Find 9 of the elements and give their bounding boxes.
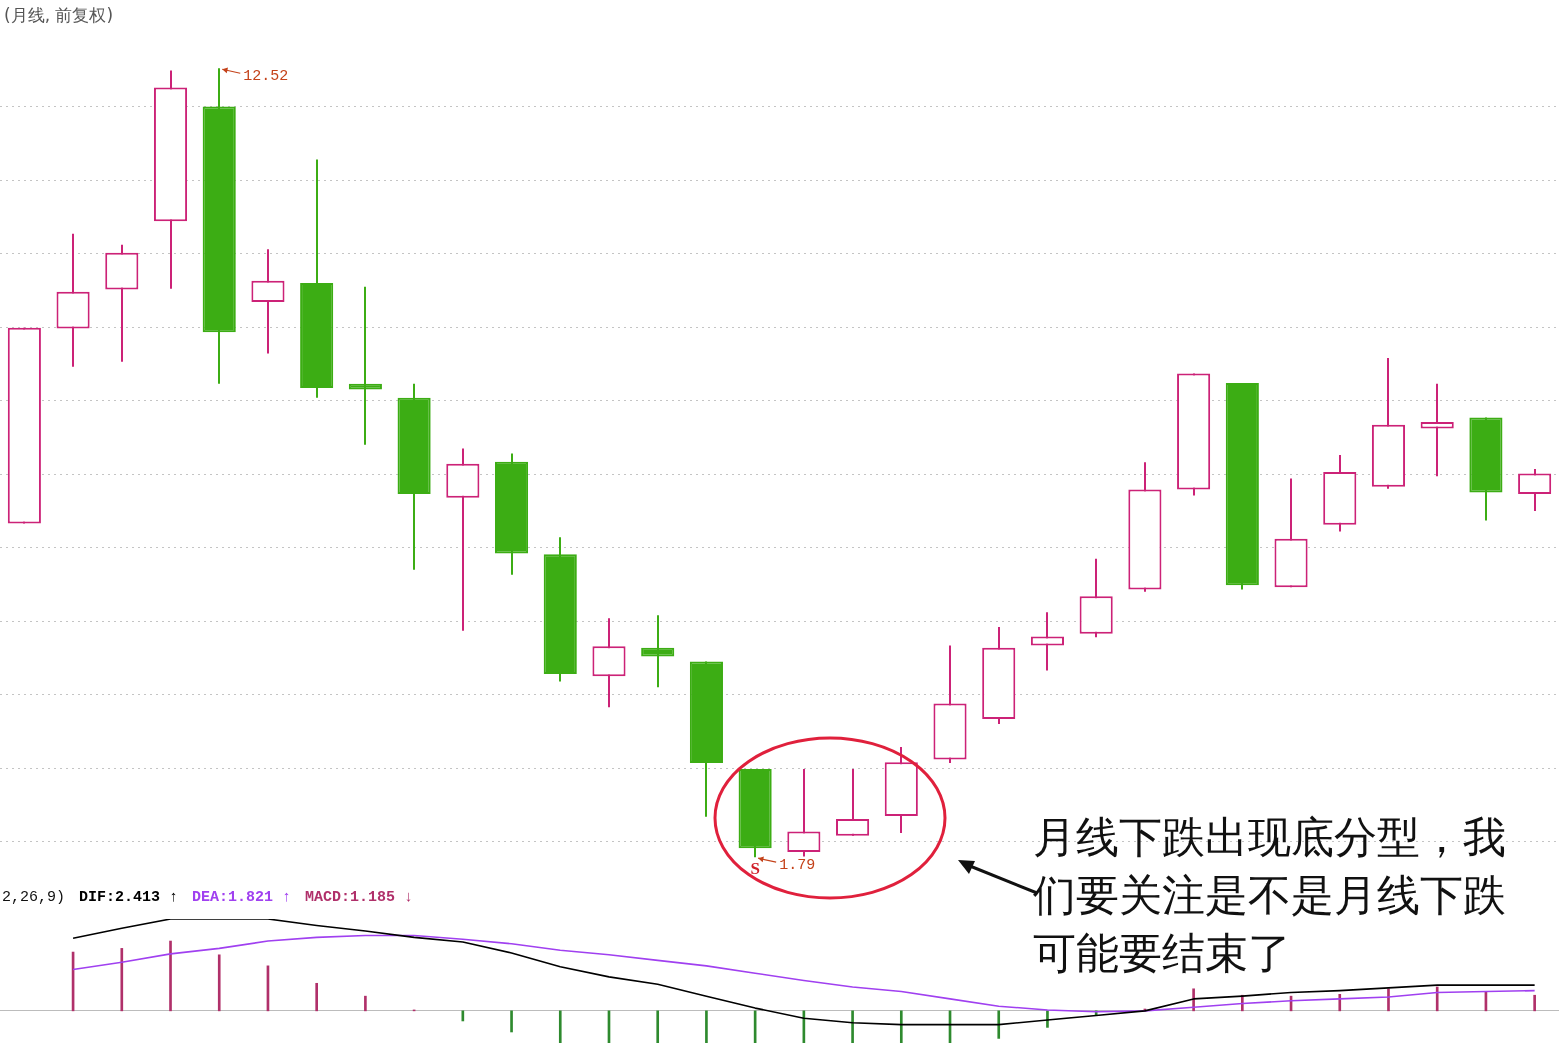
annotation: 月线下跌出现底分型，我们要关注是不是月线下跌可能要结束了 [1033, 811, 1507, 980]
chart-title: (月线, 前复权) [4, 4, 114, 27]
legend-title: 2,26,9) [2, 888, 66, 906]
text: MACD:1.185 ↓ [305, 888, 414, 906]
annotation: 1.79 [779, 857, 816, 875]
annotation: 12.52 [243, 68, 289, 86]
text: DEA:1.821 ↑ [192, 888, 292, 906]
text: S [750, 859, 760, 879]
series-label: DIF:2.413 ↑ [79, 888, 179, 906]
